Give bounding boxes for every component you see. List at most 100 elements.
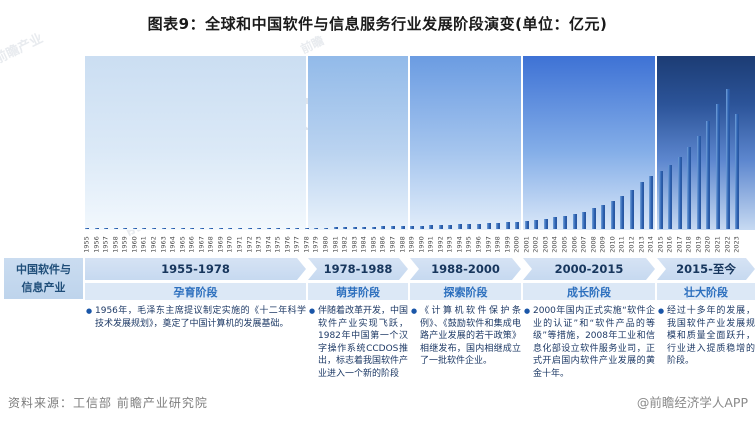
year-tick-1988: 1988 (398, 236, 406, 253)
watermark-text: 前瞻 (298, 33, 327, 57)
bullet-icon: ● (309, 307, 316, 315)
bar-1968 (209, 228, 214, 229)
bar-1965 (180, 228, 185, 229)
bar-2002 (534, 220, 539, 229)
bar-1988 (400, 226, 405, 229)
bar-1997 (486, 223, 491, 229)
bar-2023 (735, 114, 740, 229)
year-tick-1991: 1991 (426, 236, 435, 253)
year-tick-1990: 1990 (417, 236, 426, 253)
bar-1971 (238, 228, 242, 229)
year-tick-1992: 1992 (436, 236, 445, 253)
bar-1983 (352, 227, 357, 229)
bar-1956 (94, 228, 99, 229)
stage-description-text: 2000年国内正式实施“软件企业的认证”和“软件产品的等级”等措施，2008年工… (533, 306, 655, 379)
bar-1981 (333, 227, 338, 229)
stage-period-3: 1988-2000 (410, 258, 521, 280)
bar-1992 (438, 225, 443, 229)
year-tick-2002: 2002 (531, 236, 540, 253)
year-tick-1961: 1961 (139, 236, 148, 253)
bar-1970 (228, 228, 233, 229)
year-tick-2011: 2011 (617, 236, 626, 253)
bar-2022 (725, 89, 730, 229)
bar-1961 (142, 228, 147, 229)
bar-1994 (457, 224, 462, 229)
bar-1995 (467, 224, 472, 229)
bar-1955 (85, 228, 89, 229)
bar-1962 (151, 228, 156, 229)
year-tick-2007: 2007 (579, 236, 588, 253)
year-tick-2000: 2000 (512, 236, 521, 253)
bar-2010 (610, 201, 615, 229)
year-tick-1959: 1959 (120, 236, 129, 253)
bar-2020 (706, 121, 711, 229)
data-source: 资料来源：工信部 前瞻产业研究院 (8, 396, 208, 410)
year-tick-1956: 1956 (92, 236, 101, 253)
year-tick-1964: 1964 (168, 236, 177, 253)
year-tick-1980: 1980 (321, 236, 330, 253)
bar-1960 (132, 228, 137, 229)
year-tick-2009: 2009 (598, 236, 607, 253)
stage-description-4: ● 2000年国内正式实施“软件企业的认证”和“软件产品的等级”等措施，2008… (523, 305, 655, 381)
year-tick-1979: 1979 (311, 236, 320, 253)
year-tick-2001: 2001 (522, 236, 531, 253)
stage-name-1: 孕育阶段 (85, 283, 306, 300)
stage-description-3: ● 《计算机软件保护条例》、《鼓励软件和集成电路产业发展的若干政策》相继发布，国… (410, 305, 521, 368)
stage-description-text: 伴随着改革开发，中国软件产业实现飞跃，1982年中国第一个汉字操作系统CCDOS… (318, 306, 409, 379)
bar-1990 (419, 225, 424, 229)
bar-1963 (161, 228, 166, 229)
bar-1978 (304, 228, 309, 229)
year-tick-1957: 1957 (101, 236, 110, 253)
year-tick-1998: 1998 (493, 236, 502, 253)
stage-period-4: 2000-2015 (523, 258, 655, 280)
stage-name-3: 探索阶段 (410, 283, 521, 300)
year-tick-1955: 1955 (82, 236, 91, 253)
bar-2005 (563, 215, 567, 229)
bar-1959 (123, 228, 128, 229)
bar-1969 (218, 228, 223, 229)
year-tick-1965: 1965 (178, 236, 187, 253)
bar-1966 (190, 228, 195, 229)
bar-1979 (314, 227, 319, 229)
year-tick-1984: 1984 (359, 236, 368, 253)
year-tick-1982: 1982 (340, 236, 349, 253)
year-axis: 1955 1956 1957 1958 1959 1960 1961 1962 1963 1964… (82, 231, 755, 258)
year-tick-2020: 2020 (703, 236, 712, 253)
stage-period-1: 1955-1978 (85, 258, 306, 280)
bars-layer (85, 56, 755, 230)
year-tick-2004: 2004 (550, 236, 559, 253)
bar-2007 (582, 211, 587, 229)
bar-2018 (687, 147, 692, 229)
bullet-icon: ● (658, 307, 665, 315)
bar-1982 (343, 227, 348, 229)
year-tick-1974: 1974 (264, 236, 273, 253)
bar-1984 (362, 226, 367, 229)
stage-period-2: 1978-1988 (308, 258, 408, 280)
bar-2017 (677, 157, 682, 229)
year-tick-1971: 1971 (235, 236, 244, 253)
year-tick-1972: 1972 (245, 236, 253, 253)
bar-1998 (496, 222, 501, 229)
bar-chart (85, 56, 755, 230)
year-tick-1996: 1996 (474, 236, 483, 253)
year-tick-1987: 1987 (388, 236, 397, 253)
bar-1980 (324, 227, 328, 229)
year-tick-1977: 1977 (292, 236, 301, 253)
year-tick-1962: 1962 (149, 236, 158, 253)
bar-2009 (601, 205, 606, 229)
year-tick-2015: 2015 (656, 236, 665, 253)
bar-1986 (381, 226, 386, 229)
stage-description-text: 经过十多年的发展，我国软件产业发展规模和质量全面跃升，行业进入提质稳增的阶段。 (667, 306, 755, 367)
year-tick-1967: 1967 (197, 236, 206, 253)
bar-2013 (639, 182, 644, 229)
year-tick-2023: 2023 (732, 236, 741, 253)
year-tick-2006: 2006 (570, 236, 579, 253)
stage-panel-2 (308, 56, 408, 230)
bar-1993 (448, 224, 453, 229)
bar-1996 (477, 223, 481, 229)
stage-description-1: ● 1956年，毛泽东主席提议制定实施的《十二年科学技术发展规划》，奠定了中国计… (85, 305, 306, 330)
bar-1974 (266, 228, 271, 229)
year-tick-2013: 2013 (637, 236, 645, 253)
year-tick-2018: 2018 (684, 236, 693, 253)
